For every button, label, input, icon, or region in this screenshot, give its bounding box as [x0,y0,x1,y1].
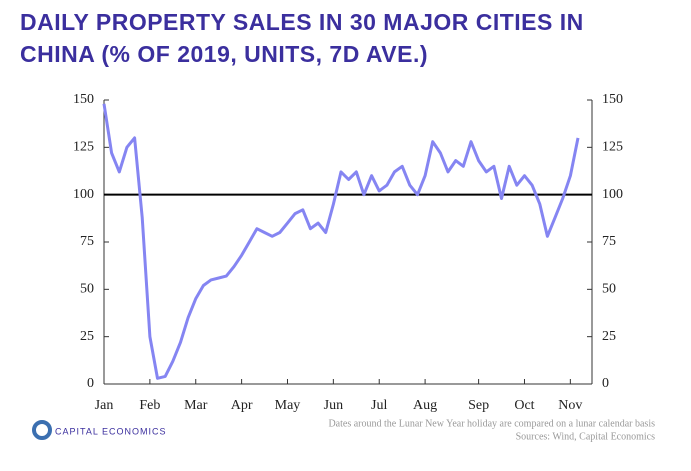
title-line: DAILY PROPERTY SALES IN 30 MAJOR CITIES … [20,9,584,35]
x-tick-label: Aug [413,398,437,413]
logo: CAPITAL ECONOMICS [32,420,167,440]
logo-mark [32,420,52,440]
y2-tick-label: 50 [602,282,616,297]
chart-title: DAILY PROPERTY SALES IN 30 MAJOR CITIES … [20,9,584,67]
x-tick-label: Feb [139,398,160,413]
y2-tick-label: 0 [602,376,609,391]
y-tick-label: 0 [87,376,94,391]
y-tick-label: 150 [73,92,94,107]
x-tick-label: Oct [514,398,534,413]
brand: CAPITAL ECONOMICS [55,426,167,436]
y-tick-label: 100 [73,187,94,202]
y2-tick-label: 100 [602,187,623,202]
y-tick-label: 25 [80,329,94,344]
y-tick-label: 75 [80,234,94,249]
x-tick-label: Jul [371,398,387,413]
y2-tick-label: 150 [602,92,623,107]
note: Dates around the Lunar New Year holiday … [328,418,655,429]
y-tick-label: 50 [80,282,94,297]
x-tick-label: Sep [468,398,489,413]
y2-tick-label: 25 [602,329,616,344]
y-tick-label: 125 [73,140,94,155]
source: Sources: Wind, Capital Economics [516,431,655,442]
x-tick-label: Nov [558,398,582,413]
y2-tick-label: 75 [602,234,616,249]
x-tick-label: Jan [95,398,114,413]
x-tick-label: Mar [184,398,208,413]
x-tick-label: May [275,398,301,413]
x-tick-label: Jun [324,398,343,413]
x-tick-label: Apr [231,398,253,413]
y2-tick-label: 125 [602,140,623,155]
data-line [102,103,580,380]
title-line: CHINA (% OF 2019, UNITS, 7D AVE.) [20,41,428,67]
